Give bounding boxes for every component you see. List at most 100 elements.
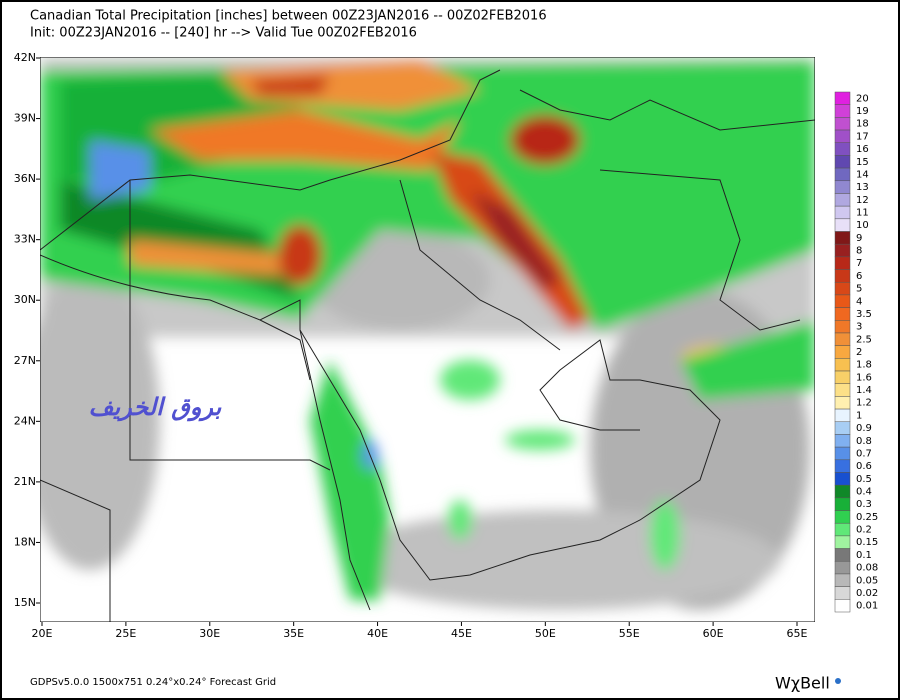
legend-label: 2.5 — [856, 334, 872, 345]
legend-label: 0.05 — [856, 575, 878, 586]
legend-label: 1.6 — [856, 372, 872, 383]
color-swatch — [834, 586, 851, 600]
legend-label: 1 — [856, 410, 862, 421]
color-swatch — [834, 548, 851, 562]
lat-label: 15N — [14, 596, 36, 609]
title: Canadian Total Precipitation [inches] be… — [30, 9, 547, 24]
lat-label: 27N — [14, 354, 36, 367]
lon-label: 50E — [535, 627, 556, 640]
legend-label: 0.15 — [856, 537, 878, 548]
legend-label: 5 — [856, 284, 862, 295]
lat-label: 42N — [14, 51, 36, 64]
lon-label: 65E — [787, 627, 808, 640]
lat-label: 36N — [14, 172, 36, 185]
color-swatch — [834, 129, 851, 143]
legend-label: 0.3 — [856, 499, 872, 510]
legend-label: 0.6 — [856, 461, 872, 472]
legend-label: 17 — [856, 131, 869, 142]
color-swatch — [834, 205, 851, 220]
color-swatch — [834, 281, 851, 296]
color-swatch — [834, 231, 851, 245]
legend-label: 10 — [856, 220, 869, 231]
legend-label: 0.02 — [856, 588, 878, 599]
legend-label: 8 — [856, 246, 862, 257]
color-swatch — [834, 142, 851, 156]
color-swatch — [834, 396, 851, 410]
lon-label: 35E — [283, 627, 304, 640]
legend-label: 1.4 — [856, 385, 872, 396]
legend-label: 7 — [856, 258, 862, 269]
color-swatch — [834, 180, 851, 194]
legend-label: 0.8 — [856, 436, 872, 447]
color-swatch — [834, 573, 851, 587]
color-swatch — [834, 561, 851, 575]
color-swatch — [834, 345, 851, 359]
grid-info: GDPSv5.0.0 1500x751 0.24°x0.24° Forecast… — [30, 677, 276, 688]
watermark: بروق الخريف — [89, 393, 222, 422]
color-swatch — [834, 243, 851, 258]
color-swatch — [834, 358, 851, 372]
legend-label: 0.5 — [856, 474, 872, 485]
lon-label: 55E — [619, 627, 640, 640]
legend-label: 3 — [856, 322, 862, 333]
legend-label: 6 — [856, 271, 862, 282]
legend-label: 14 — [856, 169, 869, 180]
lat-label: 21N — [14, 475, 36, 488]
color-swatch — [834, 421, 851, 435]
color-swatch — [834, 484, 851, 499]
lon-label: 20E — [32, 627, 53, 640]
color-swatch — [834, 256, 851, 270]
color-swatch — [834, 446, 851, 461]
legend-label: 11 — [856, 207, 869, 218]
color-swatch — [834, 383, 851, 397]
color-swatch — [834, 218, 851, 232]
color-swatch — [834, 294, 851, 308]
lon-label: 60E — [703, 627, 724, 640]
legend-label: 9 — [856, 233, 862, 244]
color-swatch — [834, 434, 851, 448]
color-swatch — [834, 510, 851, 524]
color-swatch — [834, 408, 851, 423]
subtitle: Init: 00Z23JAN2016 -- [240] hr --> Valid… — [30, 26, 417, 41]
color-swatch — [834, 370, 851, 384]
legend-label: 18 — [856, 119, 869, 130]
legend-label: 0.7 — [856, 448, 872, 459]
lat-label: 39N — [14, 112, 36, 125]
legend-label: 15 — [856, 157, 869, 168]
color-swatch — [834, 535, 851, 549]
legend-label: 2 — [856, 347, 862, 358]
color-swatch — [834, 459, 851, 473]
lon-label: 40E — [367, 627, 388, 640]
color-swatch — [834, 320, 851, 334]
color-swatch — [834, 193, 851, 207]
color-swatch — [834, 91, 851, 105]
color-swatch — [834, 332, 851, 346]
precip-field — [40, 57, 815, 622]
legend-label: 1.8 — [856, 360, 872, 371]
legend-label: 4 — [856, 296, 862, 307]
legend-label: 0.2 — [856, 525, 872, 536]
legend-label: 0.9 — [856, 423, 872, 434]
legend-label: 0.4 — [856, 487, 872, 498]
color-swatch — [834, 307, 851, 321]
legend-label: 0.01 — [856, 601, 878, 612]
logo: WχBell — [775, 674, 830, 693]
legend-label: 13 — [856, 182, 869, 193]
color-swatch — [834, 269, 851, 283]
lat-label: 18N — [14, 535, 36, 548]
color-swatch — [834, 117, 851, 131]
legend-label: 12 — [856, 195, 869, 206]
legend-label: 1.2 — [856, 398, 872, 409]
lat-label: 24N — [14, 414, 36, 427]
color-swatch — [834, 497, 851, 511]
legend-label: 19 — [856, 106, 869, 117]
legend-label: 16 — [856, 144, 869, 155]
lat-label: 30N — [14, 293, 36, 306]
color-swatch — [834, 599, 851, 613]
lon-label: 45E — [451, 627, 472, 640]
lat-label: 33N — [14, 233, 36, 246]
color-swatch — [834, 104, 851, 118]
legend-label: 20 — [856, 93, 869, 104]
color-swatch — [834, 167, 851, 182]
